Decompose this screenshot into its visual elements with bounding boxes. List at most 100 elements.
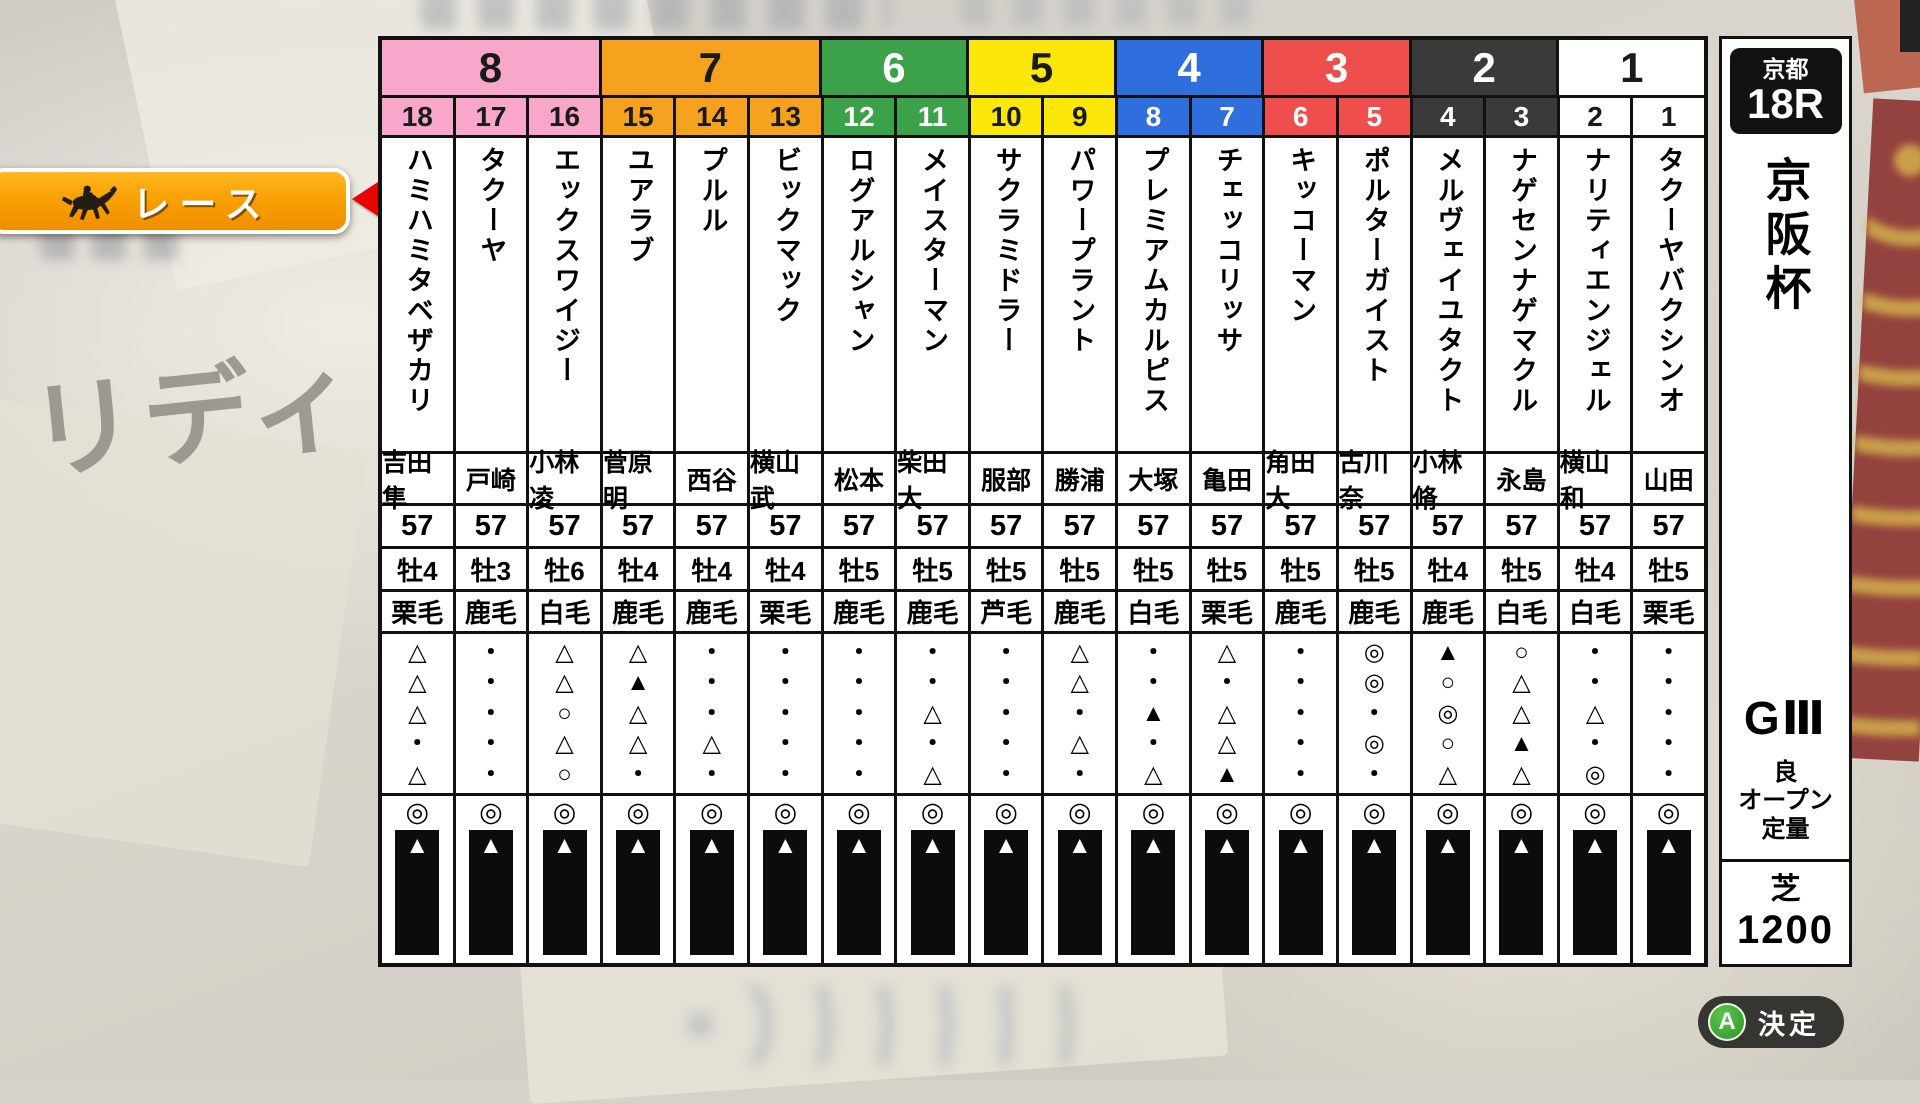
coat-color: 芦毛: [970, 592, 1042, 634]
coat-color: 鹿毛: [823, 592, 895, 634]
prediction-marks: ・・・・・: [1265, 634, 1336, 796]
horse-name: パワープラント: [1044, 138, 1116, 454]
prediction-mark: ・: [1288, 699, 1313, 727]
prediction-mark: ▲: [1509, 730, 1534, 757]
frame-group-cell: 2: [1411, 40, 1560, 95]
prediction-mark: △: [628, 638, 648, 666]
jockey-name: 柴田大: [897, 449, 968, 513]
horse-name: ナリティエンジェル: [1559, 138, 1631, 454]
silk-bar: ▲: [1425, 829, 1470, 955]
horse-column: 8 プレミアムカルピス 大塚 57 牡5 白毛・・ ▲ ・ △ ◎ ▲: [1118, 98, 1192, 963]
silks-cell: ◎ ▲: [1192, 796, 1263, 963]
prediction-mark: ・: [699, 760, 724, 788]
prediction-marks: △ △ △ ・ △: [382, 634, 453, 796]
prediction-mark: ・: [1583, 638, 1608, 666]
coat-color: 白毛: [1486, 592, 1557, 634]
confirm-button[interactable]: A 決定: [1698, 996, 1844, 1048]
race-info-panel: 京都 18R 京阪杯 GⅢ 良 オープン 定量 芝 1200: [1719, 36, 1852, 967]
carried-weight: 57: [1338, 506, 1410, 549]
silk-triangle-icon: ▲: [1067, 831, 1092, 859]
coat-color: 鹿毛: [602, 592, 674, 634]
frame-group-cell: 7: [601, 40, 822, 95]
prediction-marks: ・・ △ ・ △: [897, 634, 968, 796]
prediction-mark: ・: [1141, 638, 1166, 666]
horse-number-cell: 3: [1486, 98, 1557, 138]
sex-age: 牡5: [897, 549, 968, 592]
prediction-marks: ・・・・・: [455, 634, 527, 796]
prediction-mark: ・: [1362, 760, 1387, 788]
race-menu-label: レース: [132, 184, 272, 225]
horse-column: 3 ナゲセンナゲマクル 永島 57 牡5 白毛 ○ △ △ ▲ △ ◎ ▲: [1486, 98, 1560, 963]
sex-age: 牡5: [1486, 549, 1557, 592]
horse-name: チェッコリッサ: [1191, 138, 1263, 454]
horse-column: 2 ナリティエンジェル 横山和 57 牡4 白毛・・ △ ・ ◎ ◎ ▲: [1559, 98, 1634, 963]
silk-triangle-icon: ▲: [1509, 831, 1534, 859]
race-number: 18R: [1746, 79, 1825, 127]
silks-cell: ◎ ▲: [824, 796, 895, 963]
silk-top-mark: ◎: [1509, 797, 1534, 827]
prediction-mark: ・: [1656, 638, 1681, 666]
jockey-name: 亀田: [1191, 454, 1263, 506]
course-name: 京都: [1762, 56, 1809, 83]
confirm-label: 決定: [1758, 1009, 1820, 1040]
prediction-mark: ・: [1656, 669, 1681, 696]
prediction-mark: △: [555, 669, 574, 696]
horse-name: メイスターマン: [897, 138, 968, 454]
jockey-name: 古川奈: [1338, 449, 1410, 513]
prediction-mark: △: [702, 730, 721, 757]
sex-age: 牡4: [382, 549, 453, 592]
prediction-mark: △: [1217, 699, 1237, 727]
horse-number-cell: 9: [1044, 98, 1116, 138]
silk-top-mark: ◎: [920, 797, 945, 827]
carried-weight: 57: [529, 506, 600, 549]
silk-top-mark: ◎: [1215, 797, 1239, 827]
prediction-mark: ・: [994, 730, 1019, 757]
faded-headline: [960, 0, 1260, 26]
silk-top-mark: ◎: [1583, 797, 1607, 827]
silk-bar: ▲: [542, 829, 587, 955]
prediction-mark: ・: [846, 760, 871, 788]
silks-cell: ◎ ▲: [603, 796, 674, 963]
faded-headline: [420, 0, 890, 30]
race-menu-button[interactable]: レース: [0, 168, 350, 234]
prediction-mark: △: [408, 669, 427, 696]
jockey-name: 勝浦: [1044, 454, 1116, 506]
prediction-marks: △ △ ・ △ ・: [1044, 634, 1116, 796]
horse-number-cell: 7: [1191, 98, 1263, 138]
prediction-mark: △: [1070, 669, 1090, 696]
silk-triangle-icon: ▲: [773, 831, 798, 859]
frame-group-cell: 6: [821, 40, 970, 95]
prediction-marks: ・・ ▲ ・ △: [1118, 634, 1189, 796]
jockey-name: 服部: [970, 454, 1042, 506]
silk-top-mark: ◎: [405, 797, 430, 827]
horse-number-cell: 4: [1412, 98, 1484, 138]
coat-color: 白毛: [1559, 592, 1631, 634]
prediction-mark: ○: [1514, 638, 1529, 666]
horse-name: タクーヤ: [455, 138, 527, 454]
sex-age: 牡4: [676, 549, 748, 592]
prediction-mark: ・: [1067, 699, 1092, 727]
weight-rule: 定量: [1761, 816, 1810, 844]
horse-name: プレミアムカルピス: [1118, 138, 1189, 454]
silk-triangle-icon: ▲: [847, 831, 871, 859]
horse-column: 18 ハミハミタベザカリ 吉田隼 57 牡4 栗毛 △ △ △ ・ △ ◎ ▲: [382, 98, 456, 963]
silks-cell: ◎ ▲: [1560, 796, 1631, 963]
silks-cell: ◎ ▲: [1044, 796, 1115, 963]
prediction-mark: ▲: [626, 669, 651, 696]
prediction-mark: ・: [994, 699, 1019, 727]
prediction-mark: ◎: [1363, 730, 1385, 757]
carried-weight: 57: [1265, 506, 1336, 549]
silk-top-mark: ◎: [1656, 797, 1681, 827]
silk-top-mark: ◎: [626, 797, 650, 827]
race-number-box: 京都 18R: [1729, 48, 1842, 134]
prediction-mark: △: [628, 730, 648, 757]
frame-group-cell: 4: [1116, 40, 1265, 95]
carried-weight: 57: [970, 506, 1042, 549]
horse-name: ログアルシャン: [823, 138, 895, 454]
prediction-mark: △: [408, 638, 427, 666]
prediction-mark: ・: [1656, 699, 1681, 727]
prediction-mark: △: [1512, 699, 1531, 727]
silk-triangle-icon: ▲: [1583, 831, 1607, 859]
